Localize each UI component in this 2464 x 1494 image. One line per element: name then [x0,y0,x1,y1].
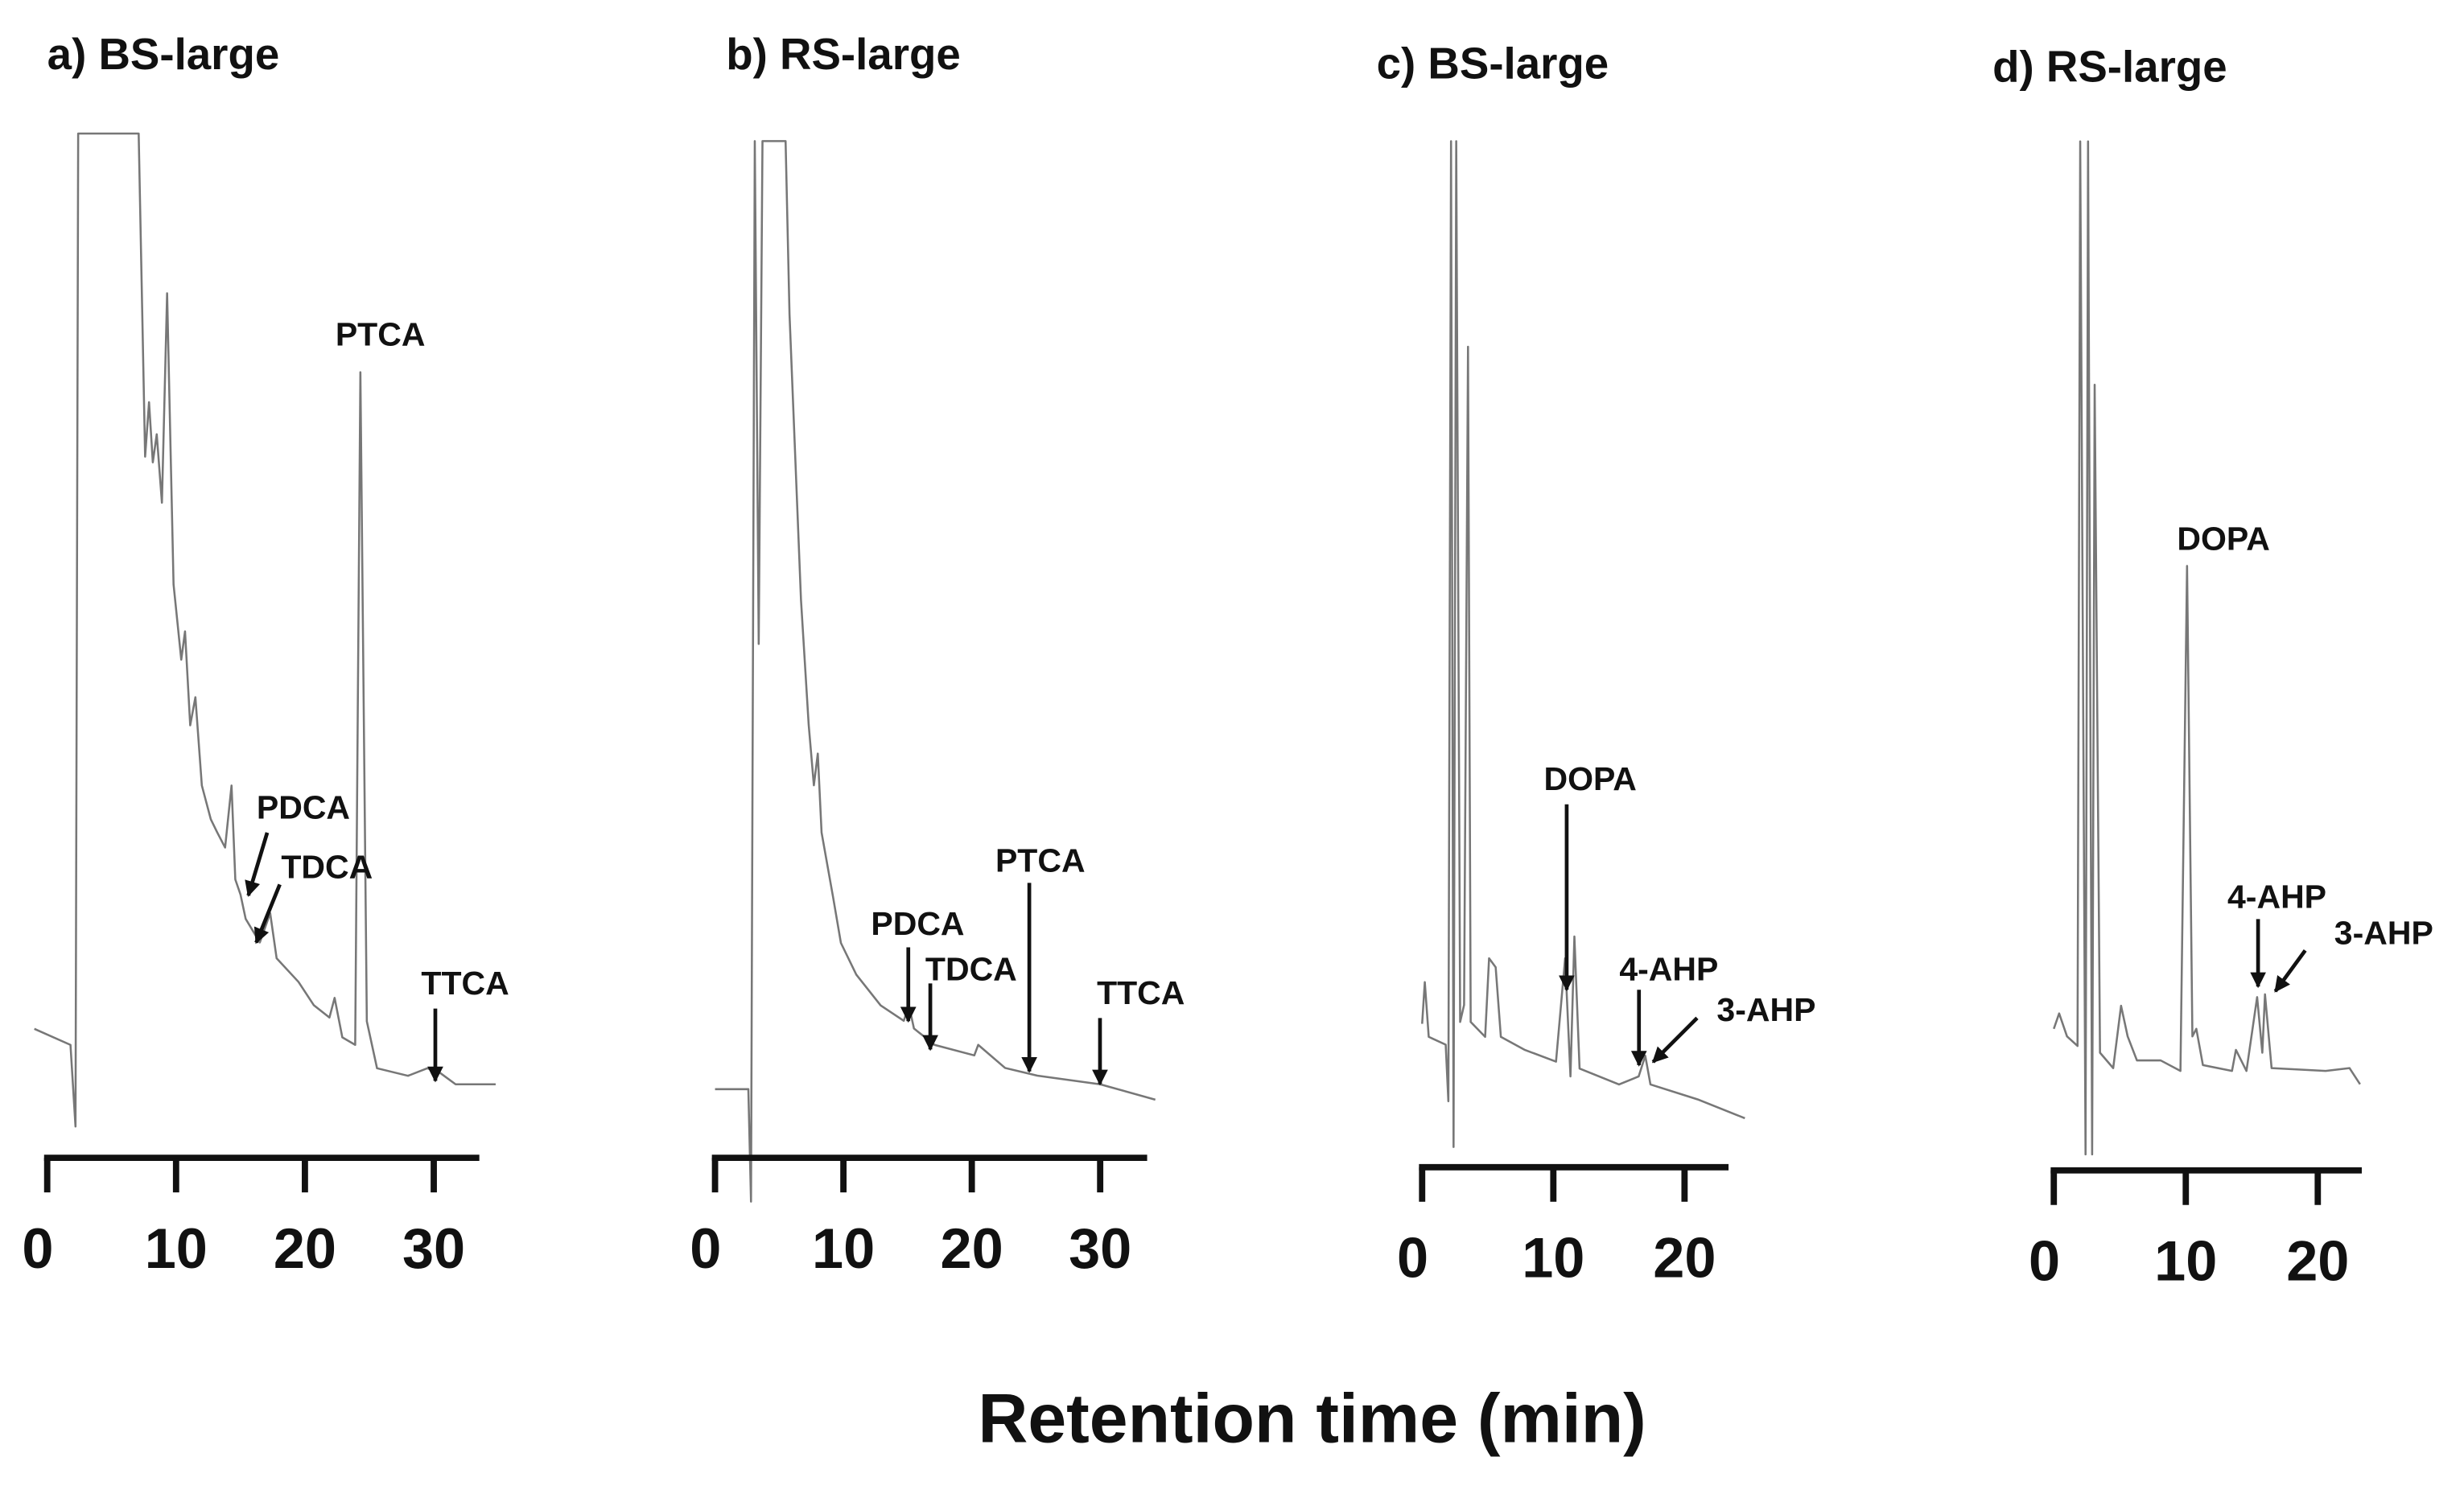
panel-title: c) BS-large [1377,39,1609,88]
x-tick-label: 0 [2029,1229,2060,1292]
peak-label: TTCA [1097,974,1185,1011]
x-tick-label: 20 [1653,1226,1716,1290]
x-tick-label: 20 [2286,1229,2349,1292]
peak-label: PTCA [995,842,1086,879]
peak-label: DOPA [2177,520,2269,557]
peak-arrow [253,883,282,945]
peak-label: TDCA [925,950,1017,987]
peak-label: 3-AHP [1716,991,1815,1028]
peak-label: 4-AHP [2227,879,2326,916]
chromatogram-trace [34,132,496,1128]
chromatogram-trace [2053,140,2361,1156]
chromatogram-trace [1421,140,1745,1148]
peak-label: PDCA [257,788,350,825]
x-tick-label: 10 [145,1216,208,1280]
panel-title: a) BS-large [47,30,280,79]
x-axis-label: Retention time (min) [978,1381,1646,1458]
peak-label: PTCA [336,316,426,353]
peak-label: DOPA [1544,760,1637,797]
chromatogram-trace [715,140,1156,1203]
x-tick-label: 20 [941,1216,1003,1280]
panel-a: a) BS-large 0 10 20 30 PTCA PDCA TDCA TTCA [22,30,509,1280]
x-tick-label: 30 [402,1216,465,1280]
peak-label: PDCA [871,905,964,942]
panel-c: c) BS-large 0 10 20 DOPA 4-AHP 3-AHP [1377,39,1816,1290]
peak-label: 3-AHP [2334,915,2433,952]
x-tick-label: 10 [2154,1229,2217,1292]
x-tick-label: 30 [1069,1216,1131,1280]
panel-title: d) RS-large [1992,43,2227,92]
x-tick-label: 10 [812,1216,875,1280]
x-tick-label: 10 [1522,1226,1584,1290]
peak-label: 4-AHP [1619,950,1718,987]
peak-arrow [2273,949,2307,993]
panel-b: b) RS-large 0 10 20 30 PDCA TDCA PTCA TTCA [690,30,1185,1280]
peak-arrow [245,832,270,897]
peak-label: TDCA [281,849,373,886]
panel-title: b) RS-large [726,30,961,79]
x-tick-label: 0 [22,1216,53,1280]
x-tick-label: 0 [690,1216,721,1280]
x-tick-label: 20 [274,1216,336,1280]
peak-label: TTCA [421,965,509,1002]
x-tick-label: 0 [1397,1226,1428,1290]
peak-arrow [1651,1016,1699,1064]
